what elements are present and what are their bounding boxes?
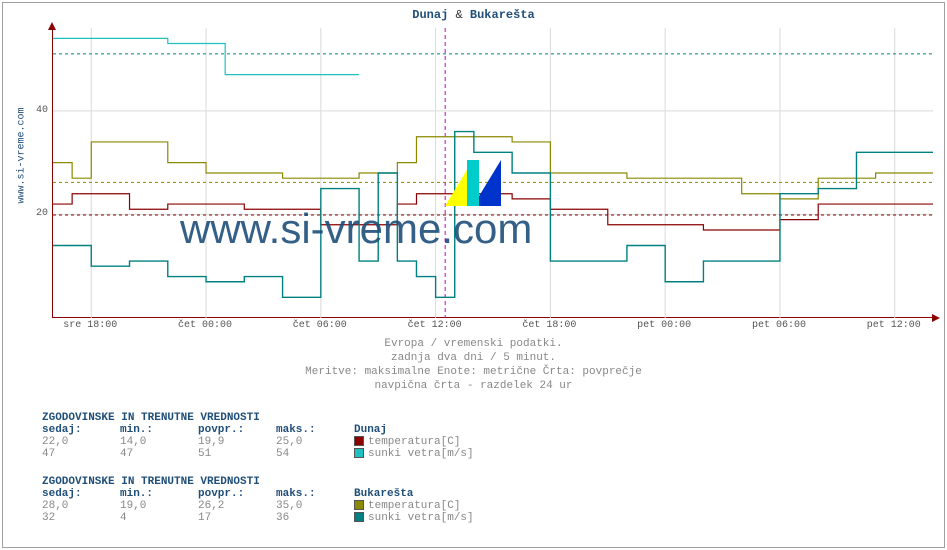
stats-value: 35,0 <box>276 500 354 512</box>
title-amp: & <box>456 8 463 22</box>
stats-row: 47475154sunki vetra[m/s] <box>42 448 504 460</box>
y-tick-label: 20 <box>30 208 48 219</box>
stats-col-header: maks.: <box>276 488 354 500</box>
stats-value: 28,0 <box>42 500 120 512</box>
stats-col-header: sedaj: <box>42 488 120 500</box>
stats-block: ZGODOVINSKE IN TRENUTNE VREDNOSTIsedaj:m… <box>42 476 504 524</box>
stats-value: 22,0 <box>42 436 120 448</box>
x-tick-label: čet 18:00 <box>499 320 599 331</box>
stats-col-header: sedaj: <box>42 424 120 436</box>
legend-label: temperatura[C] <box>368 500 460 512</box>
title-city-b: Bukarešta <box>470 8 535 22</box>
stats-block: ZGODOVINSKE IN TRENUTNE VREDNOSTIsedaj:m… <box>42 412 504 460</box>
side-url-label: www.si-vreme.com <box>17 96 28 216</box>
x-tick-label: čet 12:00 <box>385 320 485 331</box>
caption-line-4: navpična črta - razdelek 24 ur <box>0 380 947 392</box>
stats-value: 36 <box>276 512 354 524</box>
legend-label: sunki vetra[m/s] <box>368 448 474 460</box>
x-tick-label: čet 06:00 <box>270 320 370 331</box>
stats-value: 4 <box>120 512 198 524</box>
title-city-a: Dunaj <box>412 8 448 22</box>
legend-swatch-icon <box>354 448 364 458</box>
stats-title: ZGODOVINSKE IN TRENUTNE VREDNOSTI <box>42 476 504 488</box>
stats-row: 28,019,026,235,0 temperatura[C] <box>42 500 504 512</box>
caption-line-1: Evropa / vremenski podatki. <box>0 338 947 350</box>
legend-label: sunki vetra[m/s] <box>368 512 474 524</box>
legend-entry: temperatura[C] <box>354 500 460 512</box>
stats-city: Dunaj <box>354 424 504 436</box>
x-axis-arrow-icon <box>932 314 940 322</box>
legend-entry: sunki vetra[m/s] <box>354 512 474 524</box>
legend-swatch-icon <box>354 500 364 510</box>
stats-value: 47 <box>42 448 120 460</box>
legend-swatch-icon <box>354 512 364 522</box>
stats-value: 32 <box>42 512 120 524</box>
legend-swatch-icon <box>354 436 364 446</box>
stats-col-header: povpr.: <box>198 424 276 436</box>
legend-entry: sunki vetra[m/s] <box>354 448 474 460</box>
x-tick-label: sre 18:00 <box>40 320 140 331</box>
x-tick-label: pet 06:00 <box>729 320 829 331</box>
stats-value: 51 <box>198 448 276 460</box>
stats-value: 17 <box>198 512 276 524</box>
stats-city: Bukarešta <box>354 488 504 500</box>
legend-entry: temperatura[C] <box>354 436 460 448</box>
chart-title: Dunaj & Bukarešta <box>0 8 947 22</box>
legend-label: temperatura[C] <box>368 436 460 448</box>
stats-row: 22,014,019,925,0 temperatura[C] <box>42 436 504 448</box>
x-tick-label: čet 00:00 <box>155 320 255 331</box>
caption-line-2: zadnja dva dni / 5 minut. <box>0 352 947 364</box>
stats-col-header: min.: <box>120 488 198 500</box>
stats-row: 3241736 sunki vetra[m/s] <box>42 512 504 524</box>
stats-value: 54 <box>276 448 354 460</box>
stats-value: 14,0 <box>120 436 198 448</box>
stats-value: 26,2 <box>198 500 276 512</box>
stats-value: 19,0 <box>120 500 198 512</box>
y-axis-arrow-icon <box>48 22 56 30</box>
x-tick-label: pet 12:00 <box>844 320 944 331</box>
chart-svg <box>53 28 933 318</box>
stats-value: 25,0 <box>276 436 354 448</box>
stats-col-header: povpr.: <box>198 488 276 500</box>
stats-value: 47 <box>120 448 198 460</box>
y-tick-label: 40 <box>30 105 48 116</box>
stats-col-header: maks.: <box>276 424 354 436</box>
stats-value: 19,9 <box>198 436 276 448</box>
stats-title: ZGODOVINSKE IN TRENUTNE VREDNOSTI <box>42 412 504 424</box>
x-tick-label: pet 00:00 <box>614 320 714 331</box>
stats-col-header: min.: <box>120 424 198 436</box>
caption-line-3: Meritve: maksimalne Enote: metrične Črta… <box>0 366 947 378</box>
chart-plot-area <box>52 28 932 318</box>
